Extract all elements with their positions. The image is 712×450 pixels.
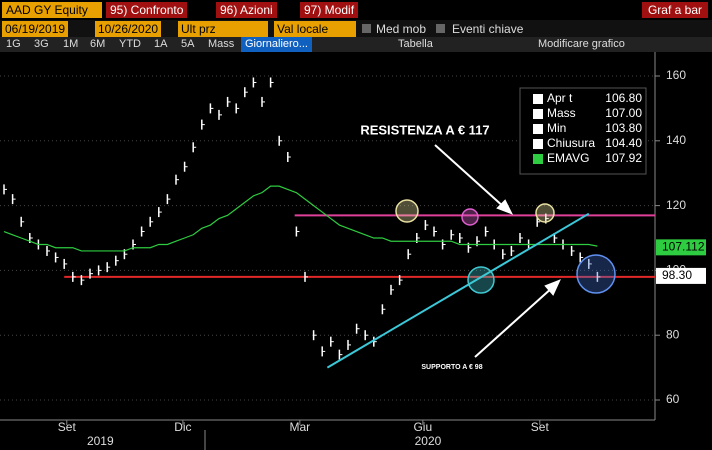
button[interactable]: 95) Confronto bbox=[106, 2, 188, 18]
x-tick-label: Dic bbox=[174, 420, 191, 434]
circle bbox=[461, 208, 479, 226]
circle bbox=[535, 203, 555, 223]
button[interactable]: 96) Azioni bbox=[216, 2, 277, 18]
moving-avg[interactable]: Med mob bbox=[376, 22, 427, 36]
legend-value: 107.92 bbox=[605, 151, 642, 165]
button[interactable]: 97) Modif bbox=[300, 2, 359, 18]
legend-swatch bbox=[533, 154, 543, 164]
ema-line bbox=[3, 185, 598, 252]
price-field[interactable]: Ult prz bbox=[178, 21, 268, 37]
arrow bbox=[434, 144, 506, 209]
y-tick-label: 80 bbox=[666, 327, 680, 341]
legend-value: 103.80 bbox=[605, 121, 642, 135]
legend-label: Min bbox=[547, 121, 566, 135]
period-button[interactable]: 3G bbox=[34, 38, 49, 50]
end-date[interactable]: 10/26/2020 bbox=[95, 21, 162, 37]
period-button[interactable]: 1M bbox=[63, 38, 79, 50]
trend-line bbox=[326, 212, 590, 369]
legend: Apr t 106.80 Mass 107.00 Min 103.80 Chiusura 10… bbox=[533, 91, 642, 165]
highlights bbox=[395, 199, 616, 294]
toolbar-2: 06/19/2019 10/26/2020 Ult prz Val locale… bbox=[0, 20, 712, 37]
circle bbox=[467, 266, 495, 294]
legend-value: 107.00 bbox=[605, 106, 642, 120]
annotation: SUPPORTO A € 98 bbox=[421, 364, 482, 371]
price-tag-label: 107.112 bbox=[662, 240, 705, 254]
arrow bbox=[474, 286, 554, 358]
legend-value: 106.80 bbox=[605, 91, 642, 105]
events[interactable]: Eventi chiave bbox=[452, 22, 524, 36]
checkbox[interactable] bbox=[436, 24, 445, 33]
arrow-head bbox=[544, 279, 561, 296]
price-tag-label: 98.30 bbox=[662, 268, 692, 282]
y-tick-label: 120 bbox=[666, 198, 686, 212]
x-tick-label: Set bbox=[531, 420, 550, 434]
arrow-head bbox=[496, 199, 514, 215]
toolbar-3: Giornaliero... Tabella Modificare grafic… bbox=[0, 37, 712, 52]
chart-type[interactable]: Graf a bar bbox=[641, 2, 708, 18]
legend-swatch bbox=[533, 109, 543, 119]
arrows bbox=[434, 144, 561, 358]
circle bbox=[395, 199, 419, 223]
price-tag bbox=[656, 267, 706, 284]
x-tick-label: Giu bbox=[413, 420, 432, 434]
legend-value: 104.40 bbox=[605, 136, 642, 150]
period-button[interactable]: 5A bbox=[181, 38, 195, 50]
legend-label: Apr t bbox=[547, 91, 573, 105]
period-button[interactable]: 6M bbox=[90, 38, 106, 50]
legend-label: Mass bbox=[547, 106, 576, 120]
start-date[interactable]: 06/19/2019 bbox=[2, 21, 69, 37]
y-tick-label: 160 bbox=[666, 68, 686, 82]
period-button[interactable]: YTD bbox=[119, 38, 141, 50]
annotation: RESISTENZA A € 117 bbox=[360, 122, 489, 137]
period-button[interactable]: 1G bbox=[6, 38, 21, 50]
legend-swatch bbox=[533, 139, 543, 149]
circle bbox=[576, 254, 616, 294]
year-label: 2019 bbox=[87, 434, 114, 448]
year-label: 2020 bbox=[415, 434, 442, 448]
frequency[interactable]: Giornaliero... bbox=[241, 37, 312, 52]
period-button[interactable]: Mass bbox=[208, 38, 235, 50]
legend-swatch bbox=[533, 94, 543, 104]
ticker-input[interactable]: AAD GY Equity bbox=[2, 2, 102, 18]
price-tag bbox=[656, 239, 706, 256]
currency-field[interactable]: Val locale bbox=[274, 21, 356, 37]
y-tick-label: 140 bbox=[666, 133, 686, 147]
legend-swatch bbox=[533, 124, 543, 134]
checkbox[interactable] bbox=[362, 24, 371, 33]
legend-label: EMAVG bbox=[547, 151, 589, 165]
y-tick-label: 60 bbox=[666, 392, 680, 406]
toolbar-1: AAD GY Equity 95) Confronto 96) Azioni 9… bbox=[0, 0, 712, 20]
legend-label: Chiusura bbox=[547, 136, 595, 150]
table-button[interactable]: Tabella bbox=[398, 38, 433, 50]
x-tick-label: Mar bbox=[290, 420, 311, 434]
period-button[interactable]: 1A bbox=[154, 38, 168, 50]
x-tick-label: Set bbox=[58, 420, 77, 434]
edit-button[interactable]: Modificare grafico bbox=[538, 38, 625, 50]
plot: 6080100120140160SetDicMarGiuSet201920201… bbox=[0, 68, 706, 448]
